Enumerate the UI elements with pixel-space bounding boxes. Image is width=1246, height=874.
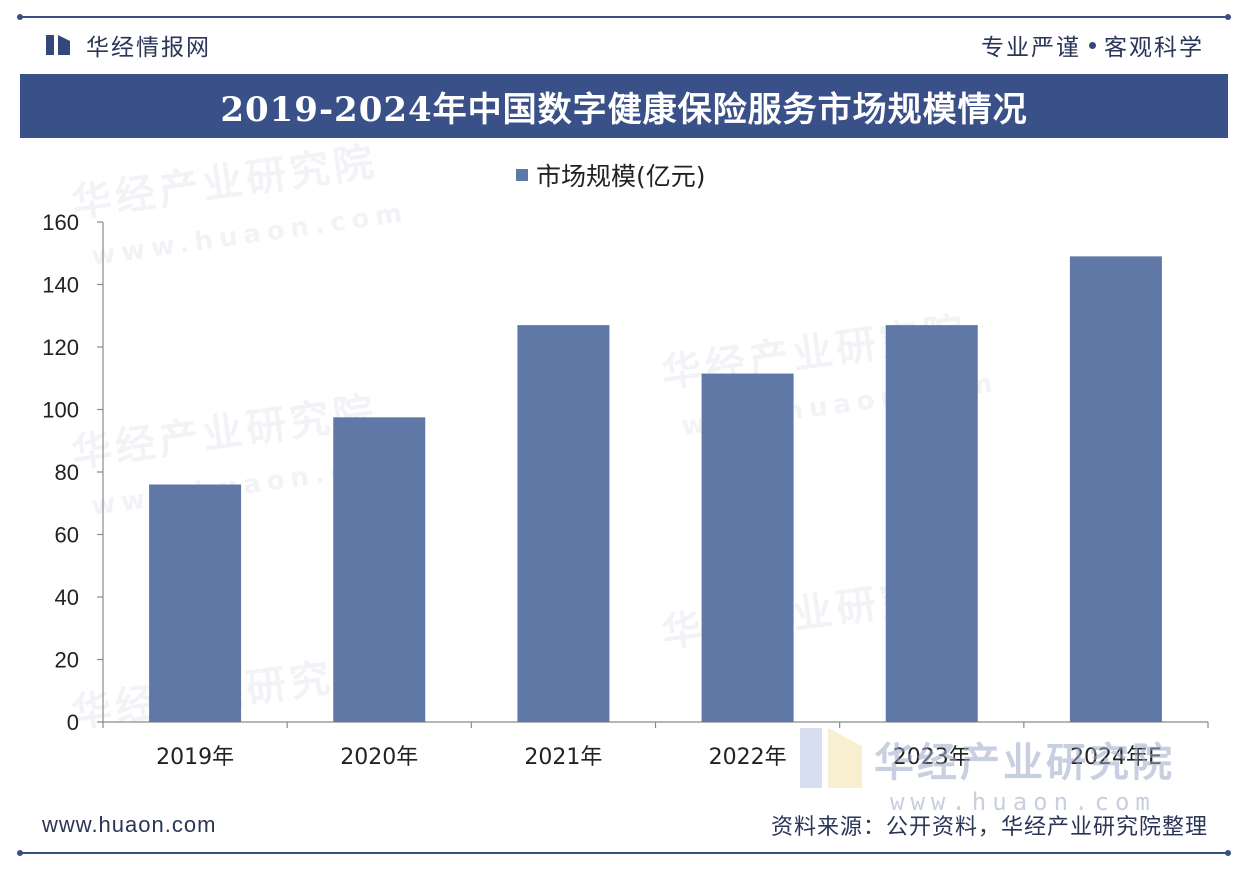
y-tick-label: 140 [42, 273, 79, 298]
x-tick-label: 2020年 [340, 745, 418, 770]
y-tick-label: 0 [67, 710, 79, 735]
y-tick-label: 160 [42, 210, 79, 235]
x-tick-label: 2022年 [709, 745, 787, 770]
bottom-divider [17, 850, 1231, 856]
chart-title: 2019-2024年中国数字健康保险服务市场规模情况 [220, 89, 1028, 130]
footer-website: www.huaon.com [42, 812, 217, 837]
brand: 华经情报网 [46, 30, 211, 61]
bar [517, 325, 610, 722]
bar [333, 417, 426, 722]
x-tick-label: 2024年E [1070, 745, 1162, 770]
footer-source: 资料来源：公开资料，华经产业研究院整理 [770, 815, 1208, 840]
y-tick-label: 40 [55, 585, 79, 610]
x-tick-label: 2019年 [156, 745, 234, 770]
y-tick-label: 120 [42, 335, 79, 360]
y-tick-label: 100 [42, 398, 79, 423]
bar [885, 325, 978, 722]
x-tick-label: 2023年 [893, 745, 971, 770]
slogan-right: 客观科学 [1104, 35, 1204, 61]
top-divider [17, 14, 1231, 20]
bullet-dot-icon [1089, 41, 1096, 49]
bar [1069, 256, 1162, 722]
legend-swatch [516, 169, 528, 181]
legend-label: 市场规模(亿元) [536, 162, 706, 191]
slogan-left: 专业严谨 [981, 35, 1081, 61]
chart-title-banner: 2019-2024年中国数字健康保险服务市场规模情况 [20, 74, 1228, 138]
slogan: 专业严谨 客观科学 [981, 30, 1204, 61]
y-tick-label: 60 [55, 523, 79, 548]
brand-logo-icon [46, 33, 74, 57]
brand-name: 华经情报网 [86, 35, 211, 61]
bar [149, 484, 242, 722]
y-tick-label: 20 [55, 648, 79, 673]
chart-legend: 市场规模(亿元) [516, 158, 706, 192]
bar [701, 373, 794, 722]
y-tick-label: 80 [55, 460, 79, 485]
x-tick-label: 2021年 [524, 745, 602, 770]
